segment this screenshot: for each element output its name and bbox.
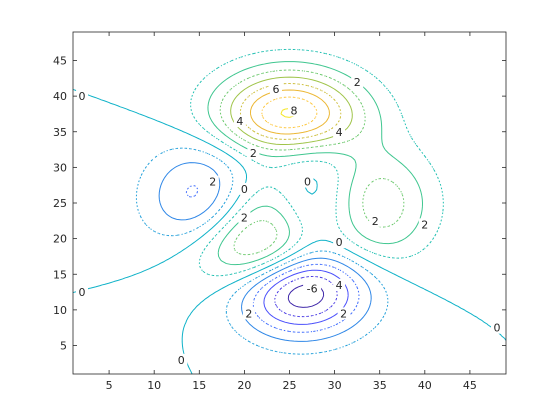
contour-labels: 0 0 0 0 0 0 0 2 2 2 2 2 2 2 2 4 4 4 68 -6 [76, 75, 503, 367]
y-tick-label: 45 [53, 55, 67, 68]
contour-level-2 [207, 61, 423, 266]
contour-label: 2 [421, 218, 428, 231]
contour-label-bg [242, 307, 255, 320]
contour-level-7 [261, 96, 318, 129]
contour-label: 2 [372, 215, 379, 228]
contour-level-1 [190, 48, 444, 277]
contour-label: 0 [79, 286, 86, 299]
contour-level-5 [240, 83, 342, 140]
contour-label: 4 [236, 115, 243, 128]
contour-label: -6 [307, 283, 318, 296]
contour-label-bg [76, 90, 88, 103]
contour-label-bg [76, 286, 88, 299]
contour-label-bg [491, 321, 503, 334]
contour-label: 2 [340, 307, 347, 320]
y-tick-label: 20 [53, 233, 67, 246]
x-tick-label: 30 [328, 379, 342, 392]
contour-label-bg [288, 104, 300, 117]
contour-label: 2 [250, 147, 257, 160]
contour-level-neg3 [185, 185, 360, 333]
x-tick-label: 25 [283, 379, 297, 392]
contour-label-bg [238, 211, 251, 224]
contour-label-bg [238, 182, 251, 195]
contour-label: 0 [178, 354, 185, 367]
y-tick-label: 30 [53, 161, 67, 174]
contour-label: 0 [241, 183, 248, 196]
contour-label-bg [270, 83, 282, 95]
contour-label-bg [418, 218, 431, 231]
contour-label: 8 [291, 104, 298, 117]
x-tick-label: 35 [373, 379, 387, 392]
contour-label-bg [333, 236, 346, 249]
contour-label-bg [303, 282, 322, 295]
contour-label: 0 [336, 236, 343, 249]
contour-label: 6 [273, 83, 280, 96]
contour-label-bg [233, 115, 246, 128]
contour-level-4 [230, 76, 353, 146]
y-tick-label: 25 [53, 197, 67, 210]
contour-label-bg [301, 175, 314, 188]
x-tick-label: 10 [147, 379, 161, 392]
y-tick-label: 10 [53, 304, 67, 317]
contour-label-bg [333, 278, 346, 291]
contour-label: 0 [494, 322, 501, 335]
x-tick-label: 40 [418, 379, 432, 392]
contour-label: 2 [354, 76, 361, 89]
contour-label: 0 [79, 90, 86, 103]
y-tick-label: 5 [60, 340, 67, 353]
contour-label-bg [206, 175, 219, 188]
x-axis: 5 10 15 20 25 30 35 40 45 [106, 32, 477, 392]
y-tick-label: 15 [53, 268, 67, 281]
contour-label: 2 [241, 211, 248, 224]
contour-label-bg [175, 353, 188, 366]
x-tick-label: 20 [237, 379, 251, 392]
contour-level-neg4 [263, 269, 349, 325]
contour-label: 2 [245, 307, 252, 320]
x-tick-label: 5 [106, 379, 113, 392]
contour-label: 0 [304, 176, 311, 189]
x-tick-label: 45 [463, 379, 477, 392]
x-tick-label: 15 [192, 379, 206, 392]
y-tick-label: 40 [53, 90, 67, 103]
y-tick-label: 35 [53, 126, 67, 139]
contour-label: 2 [209, 176, 216, 189]
contour-label-bg [337, 307, 350, 320]
contour-label-bg [333, 125, 346, 138]
contour-label: 4 [336, 126, 343, 139]
contour-label-bg [369, 214, 382, 227]
contour-label: 4 [336, 279, 343, 292]
contour-label-bg [247, 147, 260, 160]
contour-label-bg [351, 75, 364, 88]
